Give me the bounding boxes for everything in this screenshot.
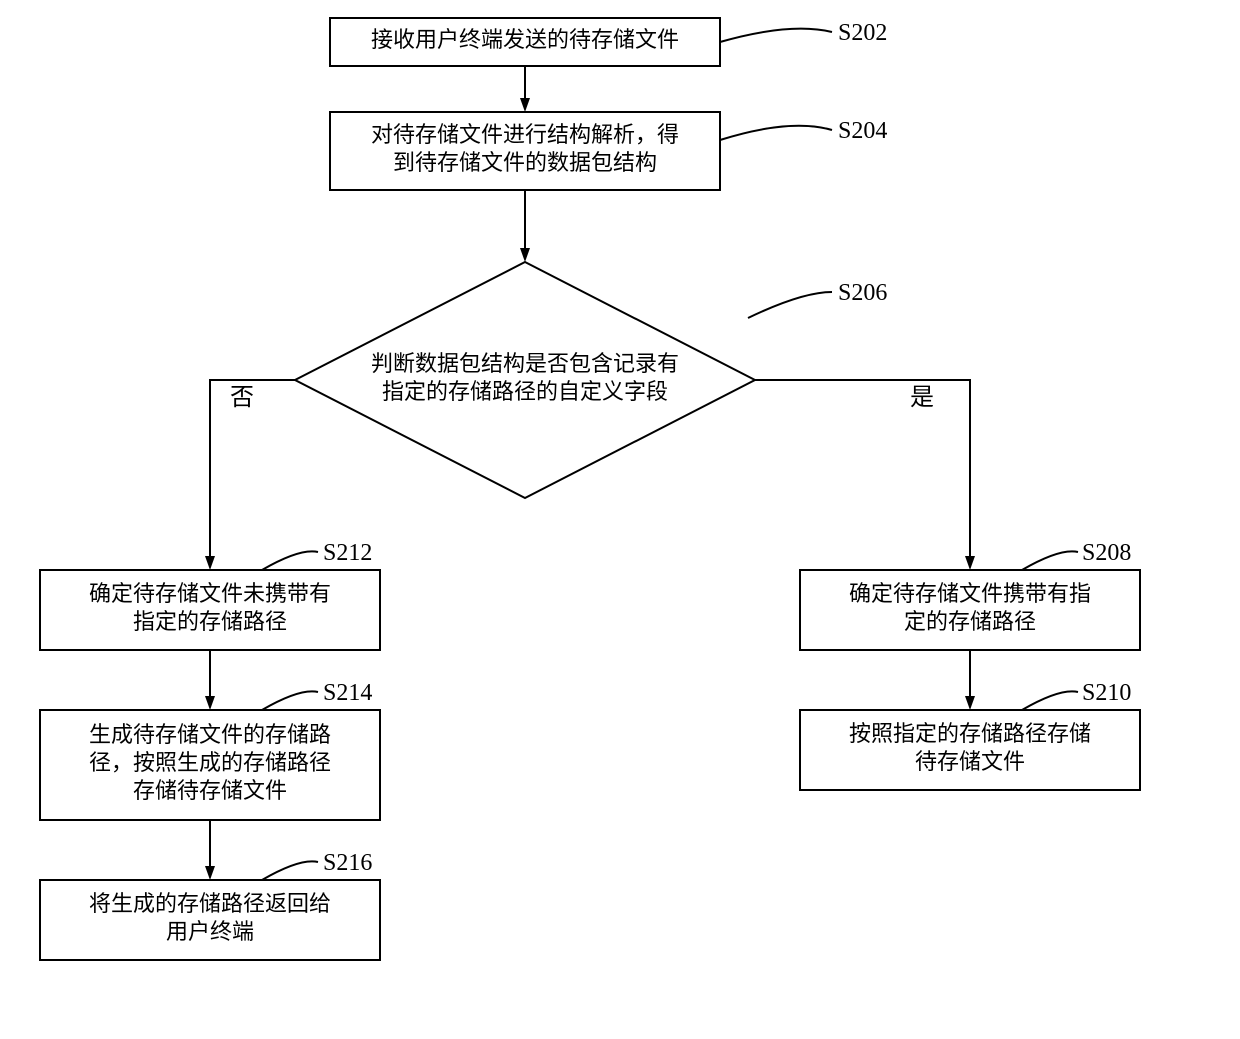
node-text: 确定待存储文件未携带有 [89,581,331,606]
step-connector [262,691,318,710]
step-connector [1022,551,1078,570]
step-label: S204 [838,118,887,144]
node-text: 定的存储路径 [904,609,1036,634]
node-text: 指定的存储路径的自定义字段 [382,379,668,404]
step-label: S210 [1082,680,1131,706]
step-connector [262,861,318,880]
node-text: 存储待存储文件 [133,778,287,803]
node-text: 按照指定的存储路径存储 [849,721,1091,746]
step-connector [748,292,832,318]
step-label: S208 [1082,540,1131,566]
node-text: 用户终端 [166,919,254,944]
step-label: S206 [838,280,887,306]
step-connector [720,29,832,42]
branch-label: 是 [910,385,934,411]
node-text: 接收用户终端发送的待存储文件 [371,27,679,52]
node-text: 确定待存储文件携带有指 [849,581,1091,606]
node-text: 径，按照生成的存储路径 [89,750,331,775]
node-text: 待存储文件 [915,749,1025,774]
step-label: S214 [323,680,372,706]
node-text: 判断数据包结构是否包含记录有 [371,351,679,376]
step-label: S212 [323,540,372,566]
branch-label: 否 [230,385,254,411]
step-connector [1022,691,1078,710]
node-text: 对待存储文件进行结构解析，得 [371,122,679,147]
node-text: 将生成的存储路径返回给 [89,891,331,916]
node-text: 指定的存储路径 [133,609,287,634]
step-connector [262,551,318,570]
node-text: 到待存储文件的数据包结构 [393,150,657,175]
step-label: S202 [838,20,887,46]
step-label: S216 [323,850,372,876]
step-connector [720,126,832,140]
node-text: 生成待存储文件的存储路 [89,722,331,747]
